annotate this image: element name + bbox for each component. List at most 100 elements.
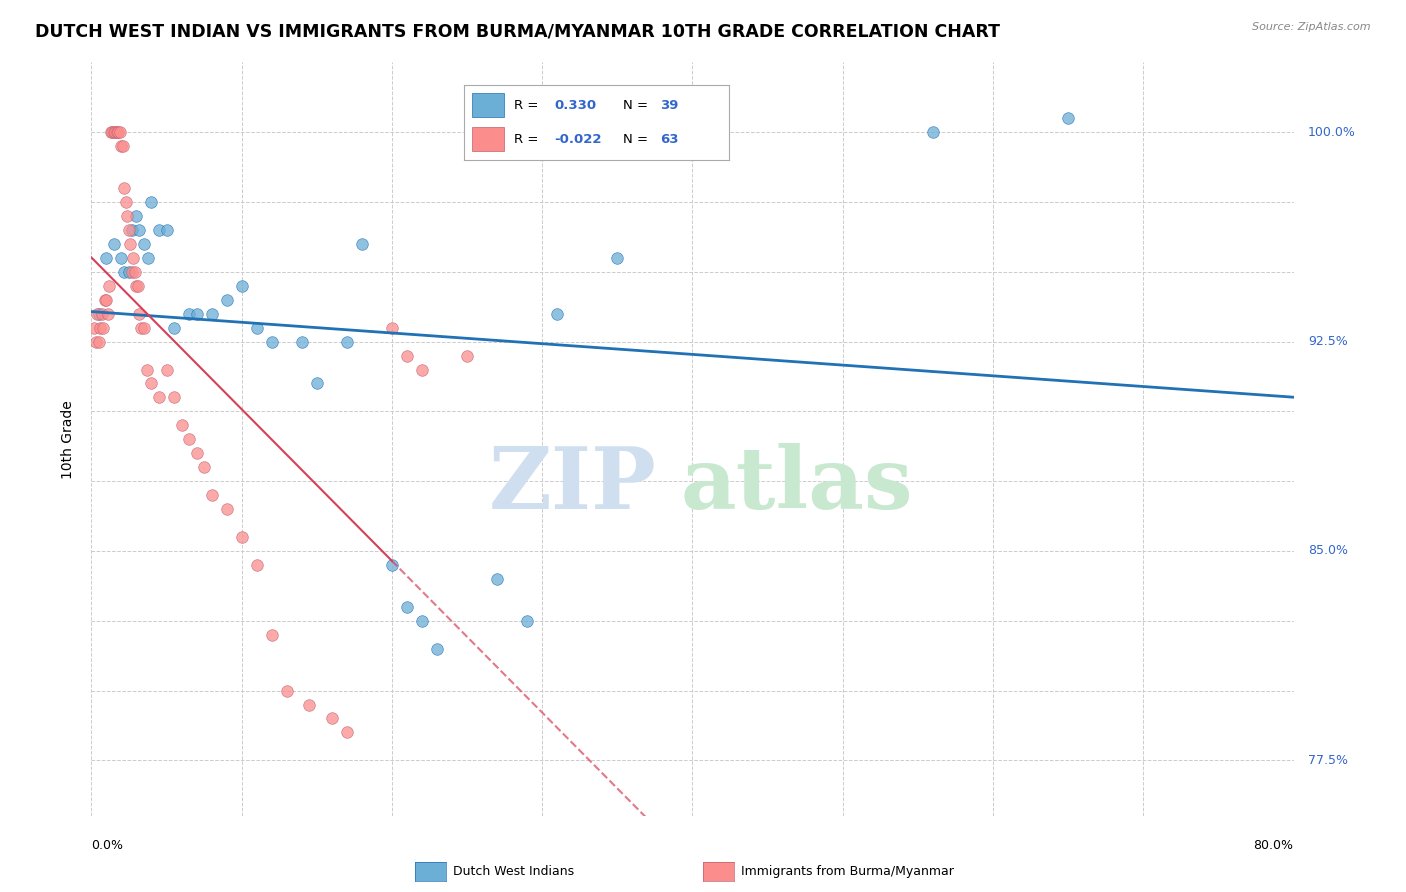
Point	[381, 558, 404, 572]
Point	[117, 209, 139, 223]
Point	[97, 307, 120, 321]
Point	[118, 265, 141, 279]
Point	[246, 558, 269, 572]
Point	[98, 278, 121, 293]
Point	[141, 376, 163, 391]
Point	[121, 223, 143, 237]
Text: 0.330: 0.330	[554, 99, 596, 112]
Point	[276, 683, 298, 698]
Point	[124, 265, 146, 279]
Point	[186, 446, 208, 460]
Point	[141, 194, 163, 209]
Point	[100, 125, 122, 139]
Text: 85.0%: 85.0%	[1308, 544, 1348, 558]
Point	[155, 223, 177, 237]
Text: Immigrants from Burma/Myanmar: Immigrants from Burma/Myanmar	[741, 865, 953, 878]
Point	[148, 391, 170, 405]
Point	[128, 307, 150, 321]
Point	[108, 125, 131, 139]
Point	[107, 125, 129, 139]
Point	[336, 725, 359, 739]
Point	[125, 278, 148, 293]
Point	[260, 628, 283, 642]
Text: 80.0%: 80.0%	[1254, 838, 1294, 852]
Point	[155, 362, 177, 376]
Bar	[472, 94, 503, 118]
Text: 92.5%: 92.5%	[1308, 335, 1348, 348]
Point	[177, 307, 200, 321]
Text: 100.0%: 100.0%	[1308, 126, 1355, 139]
Point	[103, 236, 125, 251]
Point	[125, 209, 148, 223]
Point	[163, 320, 186, 334]
Point	[87, 334, 110, 349]
Point	[231, 530, 253, 544]
Text: 0.0%: 0.0%	[91, 838, 124, 852]
Point	[94, 293, 117, 307]
Point	[246, 320, 269, 334]
Point	[118, 223, 141, 237]
Text: Dutch West Indians: Dutch West Indians	[453, 865, 574, 878]
Text: DUTCH WEST INDIAN VS IMMIGRANTS FROM BURMA/MYANMAR 10TH GRADE CORRELATION CHART: DUTCH WEST INDIAN VS IMMIGRANTS FROM BUR…	[35, 22, 1000, 40]
Point	[129, 320, 152, 334]
Point	[111, 139, 134, 153]
Point	[215, 502, 238, 516]
Point	[128, 223, 150, 237]
Point	[516, 614, 538, 628]
Point	[606, 251, 628, 265]
Point	[136, 362, 159, 376]
Point	[127, 278, 149, 293]
Point	[89, 320, 111, 334]
Text: Source: ZipAtlas.com: Source: ZipAtlas.com	[1253, 22, 1371, 32]
Point	[148, 223, 170, 237]
Point	[260, 334, 283, 349]
Point	[201, 488, 224, 502]
Point	[170, 418, 193, 433]
Text: N =: N =	[623, 99, 648, 112]
Point	[291, 334, 314, 349]
Bar	[472, 128, 503, 152]
Point	[1057, 112, 1080, 126]
Text: R =: R =	[515, 133, 538, 145]
Point	[96, 293, 118, 307]
Point	[321, 711, 343, 725]
Point	[305, 376, 328, 391]
Point	[105, 125, 128, 139]
Text: N =: N =	[623, 133, 648, 145]
Point	[93, 320, 115, 334]
Point	[231, 278, 253, 293]
Point	[104, 125, 127, 139]
Point	[114, 181, 136, 195]
Text: ZIP: ZIP	[489, 442, 657, 526]
Y-axis label: 10th Grade: 10th Grade	[60, 400, 75, 479]
Point	[163, 391, 186, 405]
Point	[122, 251, 145, 265]
Point	[426, 641, 449, 656]
Point	[114, 265, 136, 279]
Point	[336, 334, 359, 349]
Text: -0.022: -0.022	[554, 133, 602, 145]
Text: R =: R =	[515, 99, 538, 112]
Point	[83, 320, 105, 334]
Point	[486, 572, 509, 586]
Point	[546, 307, 568, 321]
Point	[110, 139, 132, 153]
Point	[132, 320, 155, 334]
Point	[103, 125, 125, 139]
Point	[96, 251, 118, 265]
Point	[201, 307, 224, 321]
Point	[115, 194, 138, 209]
Text: 63: 63	[659, 133, 678, 145]
Point	[177, 433, 200, 447]
Point	[186, 307, 208, 321]
Point	[298, 698, 321, 712]
Point	[411, 362, 433, 376]
Point	[84, 334, 107, 349]
Point	[215, 293, 238, 307]
Point	[456, 349, 478, 363]
Point	[381, 320, 404, 334]
Point	[87, 307, 110, 321]
Point	[132, 236, 155, 251]
Point	[90, 307, 112, 321]
Text: atlas: atlas	[681, 442, 912, 526]
